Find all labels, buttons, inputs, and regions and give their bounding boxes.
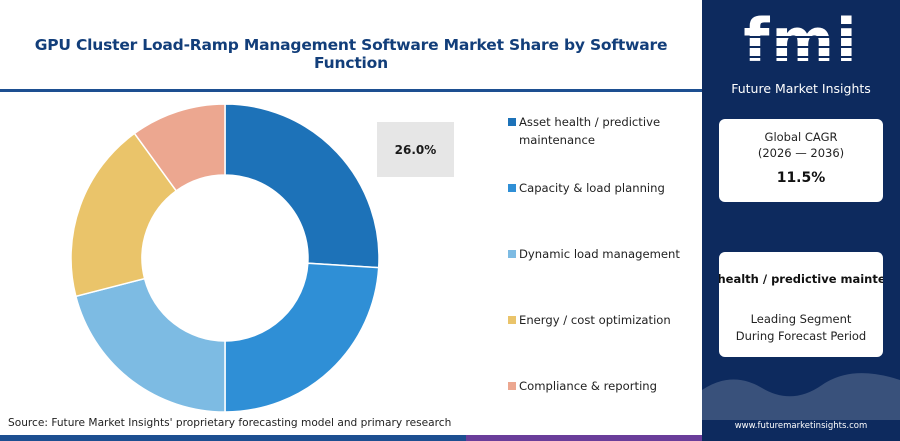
legend-swatch	[508, 250, 516, 258]
legend-label: Asset health / predictive maintenance	[519, 115, 661, 147]
donut-chart	[70, 103, 380, 413]
legend-item-5: Compliance & reporting	[508, 377, 694, 395]
legend-swatch	[508, 184, 516, 192]
brand-sidebar: fmi Future Market Insights Global CAGR (…	[702, 0, 900, 441]
leading-segment-text: Asset health / predictive maintenance	[719, 272, 883, 286]
donut-slice-2	[224, 262, 380, 413]
bottom-color-bar	[0, 435, 702, 441]
legend-label: Energy / cost optimization	[519, 313, 671, 327]
leading-segment-name: Asset health / predictive maintenance	[719, 272, 883, 286]
segment-caption-line1: Leading Segment	[750, 312, 852, 326]
legend-label: Capacity & load planning	[519, 181, 665, 195]
main-panel: GPU Cluster Load-Ramp Management Softwar…	[0, 36, 702, 441]
source-note: Source: Future Market Insights' propriet…	[8, 417, 452, 429]
brand-name: Future Market Insights	[731, 81, 871, 96]
legend-label: Dynamic load management	[519, 247, 680, 261]
legend-item-4: Energy / cost optimization	[508, 311, 694, 329]
bottom-bar-segment	[466, 435, 702, 441]
legend-label: Compliance & reporting	[519, 379, 657, 393]
legend-swatch	[508, 316, 516, 324]
website-url: www.futuremarketinsights.com	[734, 421, 868, 431]
cagr-label: Global CAGR (2026 — 2036)	[719, 129, 883, 161]
legend-swatch	[508, 382, 516, 390]
chart-title: GPU Cluster Load-Ramp Management Softwar…	[34, 36, 668, 72]
bottom-bar-segment	[0, 435, 466, 441]
cagr-card: Global CAGR (2026 — 2036) 11.5%	[719, 119, 883, 202]
cagr-label-line2: (2026 — 2036)	[757, 146, 845, 160]
leading-segment-caption: Leading Segment During Forecast Period	[719, 311, 883, 345]
map-pattern-icon	[702, 373, 900, 420]
donut-slice-5	[133, 103, 226, 192]
fmi-logo: fmi	[743, 6, 859, 76]
legend-item-2: Capacity & load planning	[508, 179, 694, 197]
legend-swatch	[508, 118, 516, 126]
value-callout: 26.0%	[377, 122, 454, 177]
segment-caption-line2: During Forecast Period	[735, 329, 867, 343]
donut-slice-3	[74, 277, 226, 413]
legend-item-3: Dynamic load management	[508, 245, 694, 263]
title-divider	[0, 89, 702, 92]
leading-segment-card: Asset health / predictive maintenance Le…	[719, 252, 883, 357]
donut-slice-1	[224, 103, 380, 269]
logo-stripes-icon	[726, 36, 876, 68]
legend-item-1: Asset health / predictive maintenance	[508, 113, 694, 149]
cagr-value: 11.5%	[776, 170, 826, 186]
cagr-label-line1: Global CAGR	[764, 130, 838, 144]
